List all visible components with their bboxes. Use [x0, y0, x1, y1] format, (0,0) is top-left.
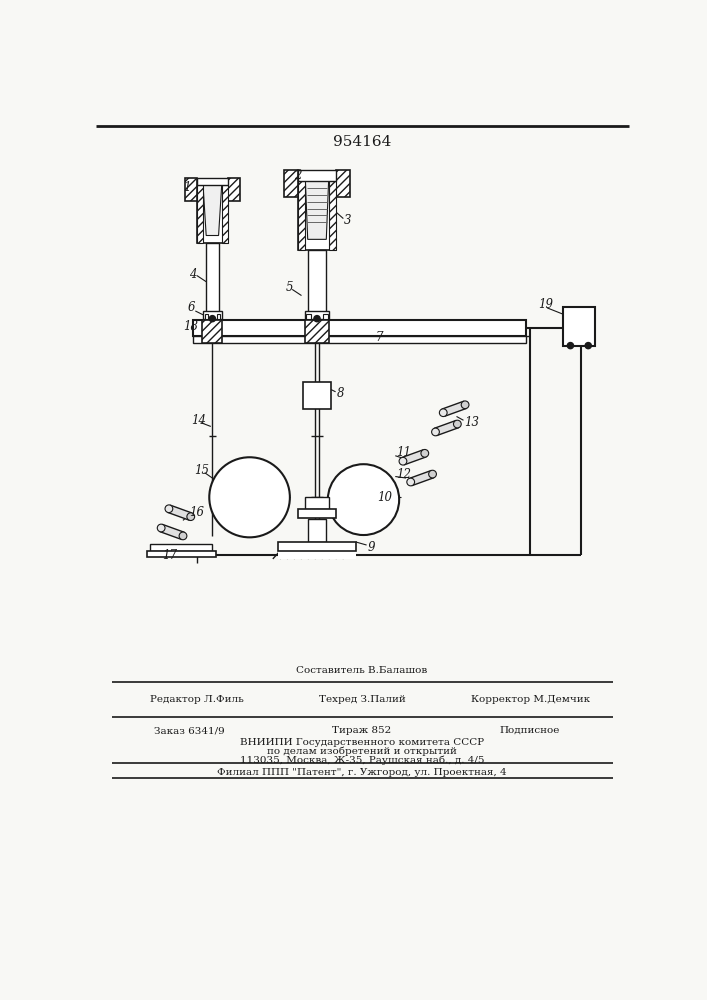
- Bar: [279, 542, 356, 551]
- Bar: [305, 320, 329, 343]
- Circle shape: [187, 513, 194, 521]
- Text: Тираж 852: Тираж 852: [332, 726, 392, 735]
- Circle shape: [432, 428, 439, 436]
- Circle shape: [179, 532, 187, 540]
- Text: Техред З.Палий: Техред З.Палий: [319, 695, 405, 704]
- Bar: [563, 307, 595, 346]
- Bar: [308, 250, 327, 319]
- Text: 5: 5: [286, 281, 293, 294]
- Text: 11: 11: [396, 446, 411, 459]
- Text: 4: 4: [189, 267, 197, 280]
- Polygon shape: [203, 185, 222, 235]
- Bar: [197, 185, 228, 243]
- Bar: [336, 170, 349, 197]
- Text: 16: 16: [189, 506, 204, 519]
- Bar: [279, 551, 356, 559]
- Circle shape: [314, 316, 320, 322]
- Bar: [146, 551, 216, 557]
- Text: 8: 8: [337, 387, 344, 400]
- Bar: [228, 178, 240, 201]
- Bar: [303, 382, 331, 409]
- Bar: [193, 336, 526, 343]
- Text: Подписное: Подписное: [500, 726, 561, 735]
- Text: 12: 12: [396, 468, 411, 481]
- Bar: [204, 314, 208, 319]
- Text: 19: 19: [538, 298, 553, 311]
- Circle shape: [585, 343, 591, 349]
- Polygon shape: [160, 524, 185, 540]
- Text: Заказ 6341/9: Заказ 6341/9: [153, 726, 225, 735]
- Text: 6: 6: [187, 301, 195, 314]
- Bar: [197, 185, 203, 243]
- Bar: [323, 314, 328, 319]
- Bar: [284, 170, 298, 197]
- Bar: [202, 320, 223, 343]
- Bar: [151, 544, 212, 551]
- Text: 113035, Москва, Ж-35, Раушская наб., д. 4/5: 113035, Москва, Ж-35, Раушская наб., д. …: [240, 756, 484, 765]
- Bar: [185, 178, 197, 201]
- Bar: [298, 509, 337, 518]
- Circle shape: [567, 343, 573, 349]
- Text: 954164: 954164: [333, 135, 391, 149]
- Text: Составитель В.Балашов: Составитель В.Балашов: [296, 666, 428, 675]
- Text: 3: 3: [344, 214, 351, 227]
- Polygon shape: [409, 470, 434, 486]
- Text: 1: 1: [183, 181, 190, 194]
- Bar: [203, 311, 222, 319]
- Polygon shape: [402, 450, 426, 465]
- Polygon shape: [305, 181, 329, 239]
- Text: 14: 14: [192, 414, 206, 427]
- Circle shape: [453, 420, 461, 428]
- Text: Редактор Л.Филь: Редактор Л.Филь: [150, 695, 244, 704]
- Bar: [217, 314, 220, 319]
- Bar: [206, 243, 218, 316]
- Circle shape: [328, 464, 399, 535]
- Circle shape: [165, 505, 173, 513]
- Text: ВНИИПИ Государственного комитета СССР: ВНИИПИ Государственного комитета СССР: [240, 738, 484, 747]
- Polygon shape: [168, 505, 192, 520]
- Circle shape: [157, 524, 165, 532]
- Bar: [298, 170, 336, 181]
- Circle shape: [428, 470, 436, 478]
- Text: Корректор М.Демчик: Корректор М.Демчик: [471, 695, 590, 704]
- Bar: [329, 181, 336, 250]
- Text: 2: 2: [293, 169, 301, 182]
- Text: 17: 17: [162, 549, 177, 562]
- Circle shape: [461, 401, 469, 409]
- Bar: [305, 497, 329, 509]
- Polygon shape: [434, 420, 459, 436]
- Circle shape: [399, 457, 407, 465]
- Circle shape: [209, 457, 290, 537]
- Circle shape: [421, 449, 428, 457]
- Bar: [193, 320, 526, 336]
- Bar: [306, 314, 311, 319]
- Text: Филиал ППП "Патент", г. Ужгород, ул. Проектная, 4: Филиал ППП "Патент", г. Ужгород, ул. Про…: [217, 768, 507, 777]
- Text: 10: 10: [377, 491, 392, 504]
- Bar: [308, 519, 327, 542]
- Bar: [197, 178, 228, 185]
- Text: 9: 9: [368, 541, 375, 554]
- Bar: [298, 181, 305, 250]
- Text: 18: 18: [183, 320, 198, 333]
- Text: по делам изобретений и открытий: по делам изобретений и открытий: [267, 747, 457, 756]
- Circle shape: [407, 478, 414, 486]
- Circle shape: [209, 316, 216, 322]
- Circle shape: [439, 409, 447, 417]
- Polygon shape: [442, 401, 467, 416]
- Text: 13: 13: [464, 416, 479, 429]
- Bar: [305, 311, 329, 319]
- Bar: [298, 181, 336, 250]
- Text: 15: 15: [194, 464, 209, 477]
- Bar: [222, 185, 228, 243]
- Text: 7: 7: [375, 331, 382, 344]
